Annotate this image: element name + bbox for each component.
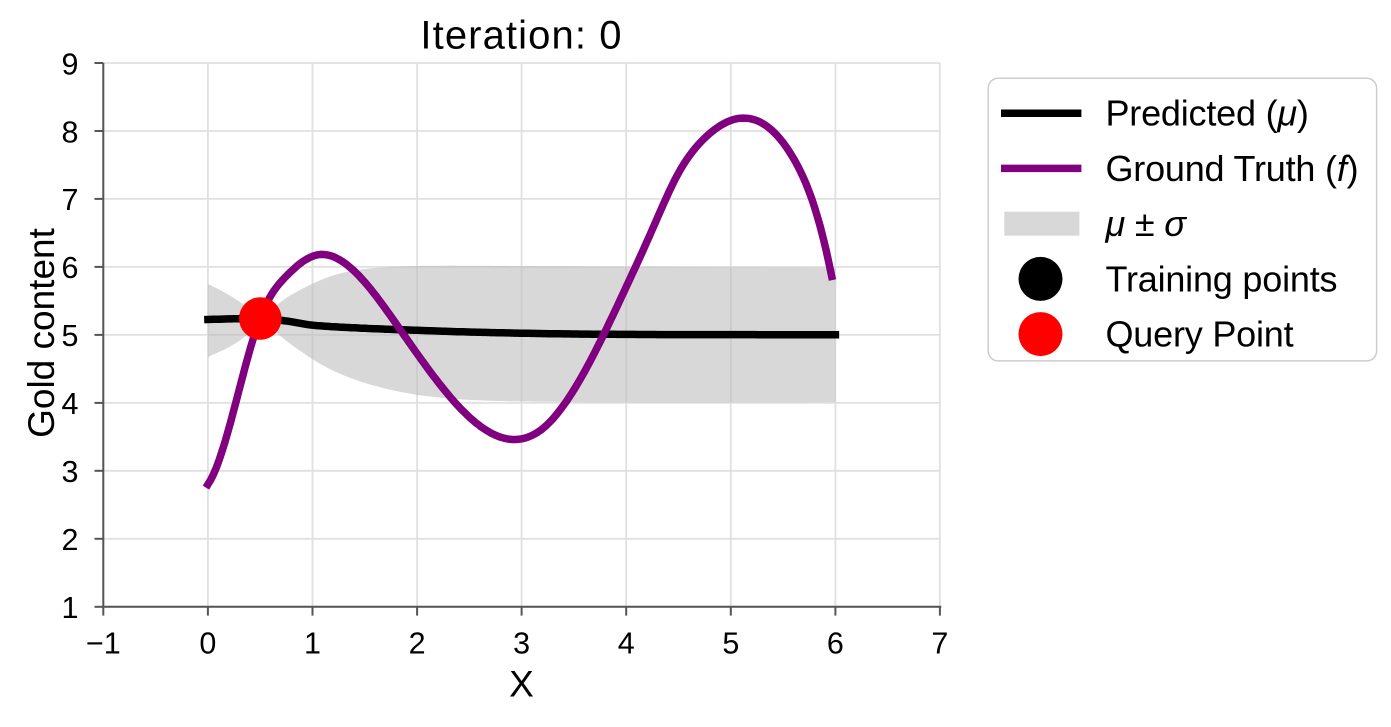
svg-text:7: 7: [931, 627, 948, 661]
svg-text:X: X: [509, 664, 534, 705]
svg-text:4: 4: [618, 627, 635, 661]
svg-text:2: 2: [409, 627, 426, 661]
svg-text:3: 3: [62, 455, 79, 489]
svg-text:5: 5: [722, 627, 739, 661]
svg-text:Iteration: 0: Iteration: 0: [420, 14, 622, 58]
svg-text:5: 5: [62, 319, 79, 353]
svg-text:Training points: Training points: [1106, 258, 1338, 299]
svg-text:9: 9: [62, 47, 79, 81]
svg-text:6: 6: [827, 627, 844, 661]
svg-text:Ground Truth (f): Ground Truth (f): [1106, 148, 1359, 189]
svg-text:0: 0: [199, 627, 216, 661]
svg-text:3: 3: [513, 627, 530, 661]
svg-text:Gold content: Gold content: [21, 227, 62, 438]
svg-text:6: 6: [62, 251, 79, 285]
svg-text:Predicted (μ): Predicted (μ): [1106, 93, 1309, 134]
svg-text:8: 8: [62, 115, 79, 149]
svg-text:4: 4: [62, 387, 79, 421]
svg-text:Query Point: Query Point: [1106, 314, 1294, 355]
svg-text:2: 2: [62, 523, 79, 557]
svg-text:−1: −1: [86, 627, 121, 661]
svg-text:1: 1: [304, 627, 321, 661]
svg-text:1: 1: [62, 591, 79, 625]
svg-text:7: 7: [62, 183, 79, 217]
svg-text:μ ± σ: μ ± σ: [1105, 203, 1188, 244]
